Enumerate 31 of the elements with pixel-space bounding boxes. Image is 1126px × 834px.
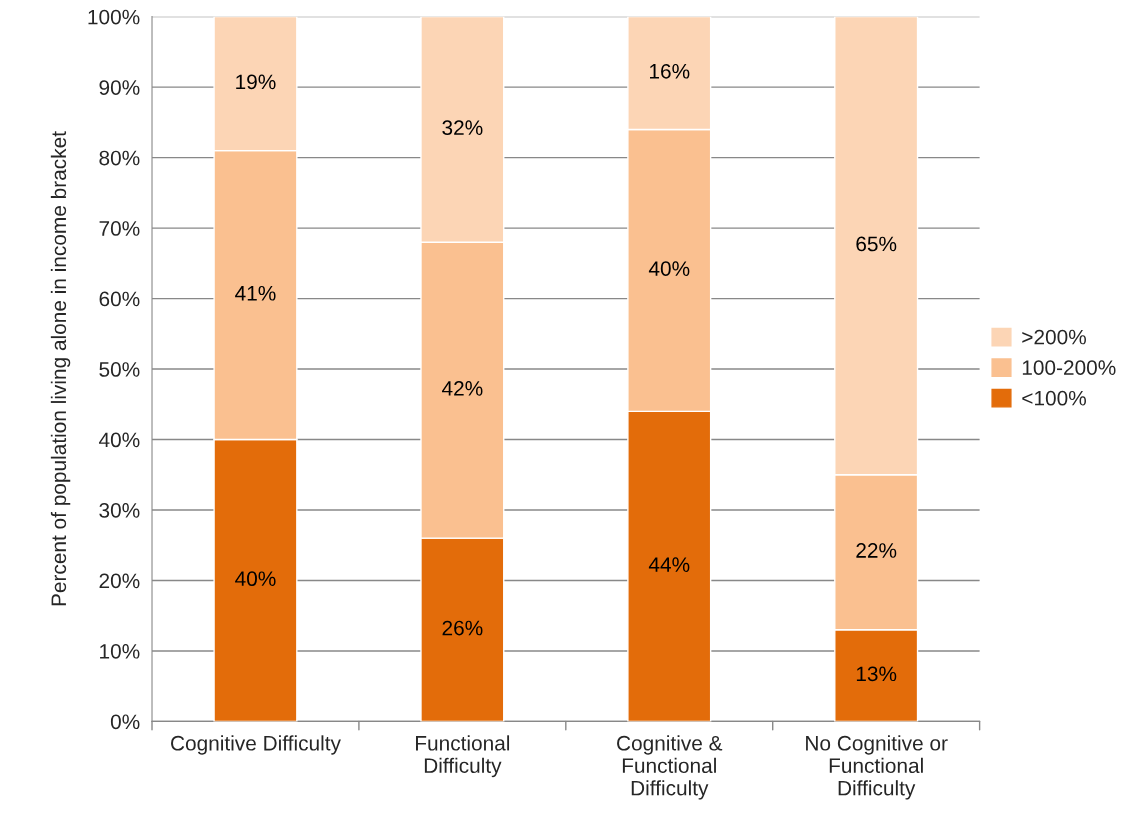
x-tick-label: Cognitive & Functional Difficulty	[617, 735, 723, 800]
y-axis-title: Percent of population living alone in income bracket	[50, 131, 71, 606]
y-tick-label: 80%	[99, 150, 140, 166]
y-tick-label: 100%	[88, 9, 140, 25]
x-tick-label: Functional Difficulty	[416, 735, 510, 778]
y-tick-label: 10%	[100, 643, 140, 659]
data-label: 26%	[442, 620, 483, 636]
data-label: 16%	[650, 63, 690, 79]
y-tick-label: 50%	[99, 362, 140, 377]
data-label: 41%	[235, 285, 276, 301]
y-tick-label: 90%	[99, 80, 140, 95]
data-label: 42%	[441, 381, 483, 396]
y-tick-label: 20%	[99, 573, 140, 589]
y-tick-label: 40%	[98, 432, 140, 448]
legend-label: <100%	[1022, 390, 1086, 406]
y-tick-label: 70%	[99, 221, 140, 236]
y-tick-label: 30%	[99, 502, 140, 518]
data-label: 13%	[856, 666, 897, 682]
data-label: 19%	[236, 74, 276, 90]
legend-label: 100-200%	[1022, 360, 1116, 376]
data-label: 40%	[648, 261, 690, 276]
y-tick-label: 0%	[110, 714, 140, 730]
data-label: 22%	[856, 543, 897, 558]
data-label: 44%	[648, 557, 690, 572]
data-label: 32%	[442, 120, 483, 136]
data-label: 65%	[856, 236, 897, 252]
y-tick-label: 60%	[99, 291, 140, 307]
legend-label: >200%	[1022, 329, 1086, 345]
x-tick-label: No Cognitive or Functional Difficulty	[806, 735, 948, 800]
data-label: 40%	[235, 571, 276, 587]
x-tick-label: Cognitive Difficulty	[171, 735, 341, 755]
